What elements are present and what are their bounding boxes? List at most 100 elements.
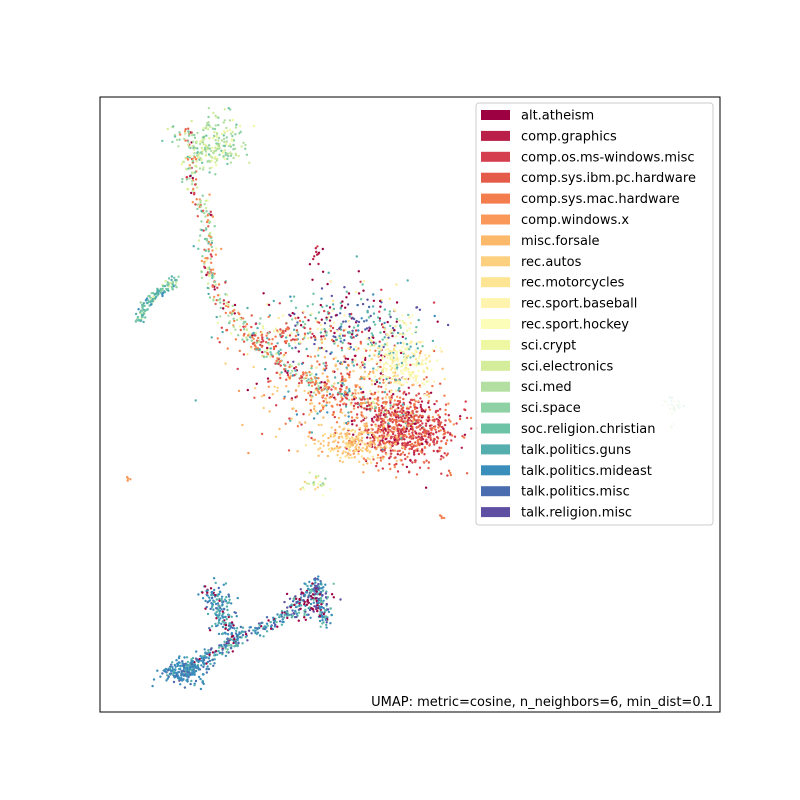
data-point (403, 390, 406, 394)
data-point (353, 456, 356, 459)
data-point (210, 591, 214, 594)
data-point (247, 451, 250, 455)
data-point (218, 147, 221, 150)
data-point (319, 303, 322, 307)
data-point (292, 328, 296, 331)
data-point (318, 321, 321, 324)
data-point (184, 139, 187, 142)
data-point (209, 662, 212, 666)
data-point (423, 393, 426, 397)
data-point (208, 167, 212, 170)
data-point (440, 472, 443, 475)
data-point (389, 446, 392, 450)
data-point (301, 486, 304, 489)
data-point (296, 331, 299, 334)
data-point (319, 480, 322, 484)
data-point (269, 351, 272, 354)
data-point (375, 464, 378, 468)
data-point (173, 676, 176, 679)
data-point (278, 614, 281, 618)
data-point (346, 444, 349, 447)
legend-swatch (481, 298, 510, 309)
data-point (308, 390, 311, 393)
data-point (194, 679, 198, 683)
data-point (319, 409, 323, 412)
data-point (335, 421, 339, 424)
data-point (239, 625, 243, 629)
data-point (285, 339, 288, 343)
data-point (186, 188, 190, 191)
data-point (359, 403, 363, 406)
data-point (313, 336, 317, 339)
data-point (254, 387, 257, 390)
data-point (313, 590, 316, 593)
data-point (361, 386, 365, 389)
data-point (320, 601, 324, 604)
data-point (463, 433, 467, 436)
data-point (405, 323, 408, 326)
data-point (347, 398, 351, 402)
data-point (412, 434, 415, 437)
data-point (304, 608, 307, 611)
data-point (405, 465, 409, 469)
data-point (289, 295, 292, 298)
data-point (303, 616, 306, 619)
data-point (215, 598, 218, 601)
data-point (340, 396, 343, 399)
data-point (369, 443, 372, 446)
data-point (407, 392, 411, 395)
data-point (388, 433, 391, 437)
data-point (284, 422, 287, 425)
data-point (260, 331, 264, 335)
data-point (295, 597, 298, 600)
data-point (390, 368, 393, 371)
data-point (403, 430, 406, 434)
data-point (420, 400, 424, 403)
data-point (402, 433, 405, 436)
data-point (391, 334, 394, 338)
data-point (408, 316, 411, 319)
data-point (193, 666, 196, 669)
data-point (296, 321, 299, 324)
data-point (430, 428, 433, 432)
data-point (339, 337, 342, 340)
data-point (344, 405, 348, 408)
data-point (323, 337, 327, 340)
data-point (201, 149, 205, 152)
data-point (214, 602, 218, 606)
data-point (408, 470, 411, 473)
data-point (244, 143, 247, 147)
data-point (216, 147, 219, 151)
data-point (391, 361, 394, 364)
data-point (218, 599, 221, 602)
data-point (417, 421, 420, 424)
data-point (380, 409, 383, 412)
data-point (323, 404, 326, 408)
data-point (268, 410, 271, 413)
data-point (328, 386, 331, 389)
data-point (316, 609, 319, 613)
data-point (394, 368, 398, 372)
data-point (415, 361, 418, 364)
data-point (364, 448, 367, 451)
data-point (329, 435, 332, 438)
data-point (202, 673, 205, 676)
data-point (418, 437, 422, 441)
data-point (208, 274, 212, 277)
data-point (387, 351, 390, 354)
data-point (386, 320, 389, 324)
data-point (290, 365, 293, 368)
data-point (342, 329, 345, 332)
data-point (321, 614, 324, 618)
data-point (318, 607, 322, 610)
data-point (221, 612, 224, 616)
data-point (222, 121, 225, 124)
data-point (314, 592, 317, 596)
data-point (276, 329, 279, 332)
data-point (180, 674, 183, 677)
data-point (191, 145, 194, 148)
data-point (217, 593, 221, 596)
data-point (362, 376, 365, 379)
data-point (293, 603, 296, 607)
data-point (306, 332, 310, 335)
